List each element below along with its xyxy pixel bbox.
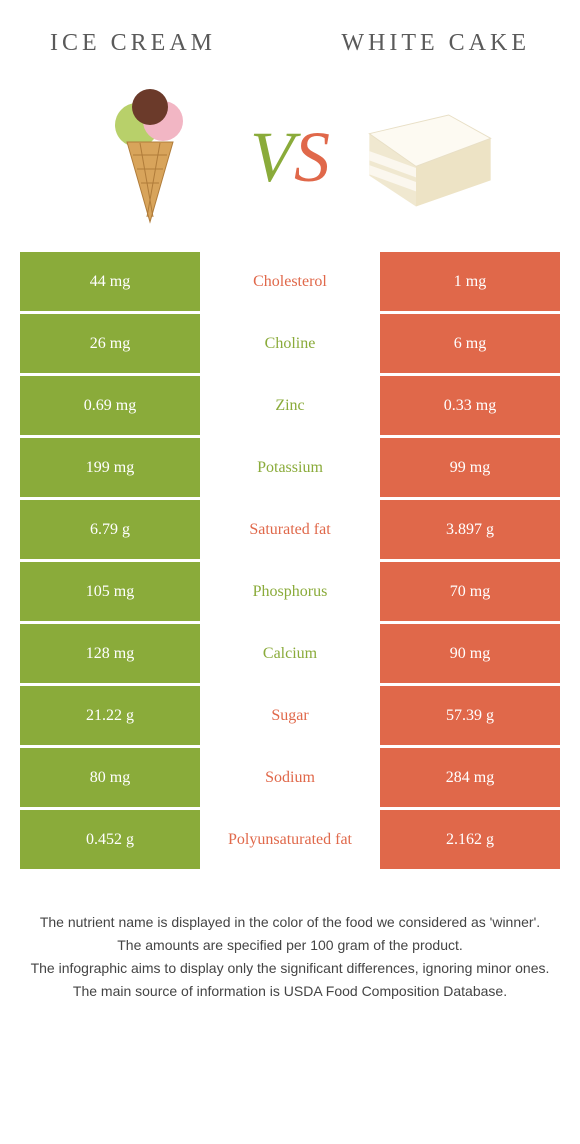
value-left: 6.79 g	[20, 500, 200, 559]
value-left: 21.22 g	[20, 686, 200, 745]
table-row: 199 mgPotassium99 mg	[20, 438, 560, 497]
title-left: Ice cream	[50, 30, 216, 57]
footer-line: The nutrient name is displayed in the co…	[30, 912, 550, 933]
nutrient-name: Cholesterol	[200, 252, 380, 311]
value-right: 284 mg	[380, 748, 560, 807]
table-row: 105 mgPhosphorus70 mg	[20, 562, 560, 621]
nutrient-name: Sugar	[200, 686, 380, 745]
vs-v: V	[250, 116, 294, 199]
value-left: 105 mg	[20, 562, 200, 621]
nutrient-name: Saturated fat	[200, 500, 380, 559]
footer-line: The main source of information is USDA F…	[30, 981, 550, 1002]
vs-label: VS	[250, 116, 330, 199]
value-right: 1 mg	[380, 252, 560, 311]
table-row: 0.69 mgZinc0.33 mg	[20, 376, 560, 435]
footer-line: The amounts are specified per 100 gram o…	[30, 935, 550, 956]
value-right: 0.33 mg	[380, 376, 560, 435]
value-left: 80 mg	[20, 748, 200, 807]
value-left: 128 mg	[20, 624, 200, 683]
comparison-table: 44 mgCholesterol1 mg26 mgCholine6 mg0.69…	[20, 252, 560, 869]
table-row: 80 mgSodium284 mg	[20, 748, 560, 807]
value-right: 70 mg	[380, 562, 560, 621]
value-right: 2.162 g	[380, 810, 560, 869]
value-left: 0.69 mg	[20, 376, 200, 435]
vs-s: S	[294, 116, 330, 199]
nutrient-name: Sodium	[200, 748, 380, 807]
value-right: 6 mg	[380, 314, 560, 373]
value-left: 199 mg	[20, 438, 200, 497]
value-left: 26 mg	[20, 314, 200, 373]
value-right: 3.897 g	[380, 500, 560, 559]
ice-cream-icon	[80, 87, 220, 227]
nutrient-name: Polyunsaturated fat	[200, 810, 380, 869]
value-right: 57.39 g	[380, 686, 560, 745]
nutrient-name: Choline	[200, 314, 380, 373]
table-row: 128 mgCalcium90 mg	[20, 624, 560, 683]
nutrient-name: Phosphorus	[200, 562, 380, 621]
cake-icon	[360, 87, 500, 227]
table-row: 21.22 gSugar57.39 g	[20, 686, 560, 745]
footer-notes: The nutrient name is displayed in the co…	[0, 872, 580, 1024]
table-row: 6.79 gSaturated fat3.897 g	[20, 500, 560, 559]
header-row: VS	[0, 77, 580, 252]
footer-line: The infographic aims to display only the…	[30, 958, 550, 979]
table-row: 0.452 gPolyunsaturated fat2.162 g	[20, 810, 560, 869]
infographic: Ice cream White cake VS	[0, 0, 580, 1144]
value-left: 44 mg	[20, 252, 200, 311]
title-right: White cake	[341, 30, 530, 57]
nutrient-name: Calcium	[200, 624, 380, 683]
nutrient-name: Potassium	[200, 438, 380, 497]
table-row: 44 mgCholesterol1 mg	[20, 252, 560, 311]
title-row: Ice cream White cake	[0, 0, 580, 77]
value-left: 0.452 g	[20, 810, 200, 869]
nutrient-name: Zinc	[200, 376, 380, 435]
table-row: 26 mgCholine6 mg	[20, 314, 560, 373]
value-right: 99 mg	[380, 438, 560, 497]
value-right: 90 mg	[380, 624, 560, 683]
